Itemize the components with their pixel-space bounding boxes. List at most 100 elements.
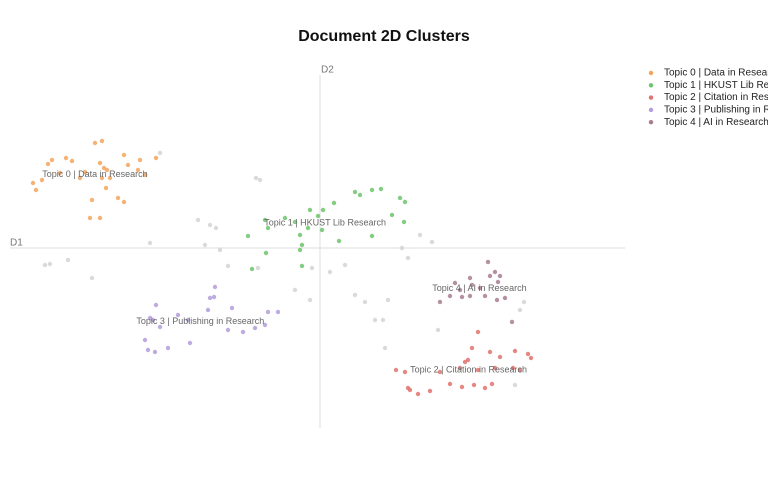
legend-swatch xyxy=(648,70,654,76)
point xyxy=(487,273,493,279)
point xyxy=(305,225,311,231)
point xyxy=(153,302,159,308)
point xyxy=(497,273,503,279)
point xyxy=(263,250,269,256)
point xyxy=(495,279,501,285)
point xyxy=(352,189,358,195)
point xyxy=(225,263,231,269)
point xyxy=(369,233,375,239)
point xyxy=(63,155,69,161)
point xyxy=(92,140,98,146)
point xyxy=(528,355,534,361)
cluster-label: Topic 1 | HKUST Lib Research xyxy=(264,217,386,227)
point xyxy=(393,367,399,373)
point xyxy=(213,225,219,231)
point xyxy=(512,348,518,354)
point xyxy=(77,175,83,181)
point xyxy=(175,312,181,318)
point xyxy=(465,357,471,363)
point xyxy=(331,200,337,206)
point xyxy=(378,186,384,192)
point xyxy=(185,317,191,323)
point xyxy=(135,167,141,173)
point xyxy=(147,240,153,246)
legend-swatch xyxy=(648,120,654,125)
point xyxy=(99,138,105,144)
point xyxy=(207,295,213,301)
point xyxy=(297,247,303,253)
legend-swatch xyxy=(648,107,654,113)
point xyxy=(205,307,211,313)
legend-label: Topic 4 | AI in Research xyxy=(664,117,768,128)
point xyxy=(399,245,405,251)
point xyxy=(107,175,113,181)
point xyxy=(217,247,223,253)
legend-label: Topic 1 | HKUST Lib Research xyxy=(664,80,768,91)
point xyxy=(447,293,453,299)
point xyxy=(202,242,208,248)
point xyxy=(435,327,441,333)
point xyxy=(275,309,281,315)
point xyxy=(89,197,95,203)
point xyxy=(402,369,408,375)
point xyxy=(282,215,288,221)
point xyxy=(229,305,235,311)
point xyxy=(265,225,271,231)
cluster-label: Topic 4 | AI in Research xyxy=(432,283,526,293)
point xyxy=(385,297,391,303)
point xyxy=(240,329,246,335)
point xyxy=(89,275,95,281)
point xyxy=(382,345,388,351)
point xyxy=(525,351,531,357)
legend-label: Topic 2 | Citation in Research xyxy=(664,92,768,103)
cluster-label: Topic 0 | Data in Research xyxy=(42,169,147,179)
point xyxy=(512,382,518,388)
point xyxy=(299,263,305,269)
point xyxy=(309,265,315,271)
point xyxy=(397,195,403,201)
point xyxy=(47,261,53,267)
point xyxy=(115,195,121,201)
point xyxy=(207,222,213,228)
point xyxy=(447,381,453,387)
point xyxy=(30,180,36,186)
point xyxy=(427,388,433,394)
point xyxy=(475,367,481,373)
legend-swatch xyxy=(648,83,654,88)
point xyxy=(401,219,407,225)
y-axis-label: D2 xyxy=(321,65,334,76)
x-axis-label: D1 xyxy=(10,238,23,249)
point xyxy=(437,369,443,375)
point xyxy=(212,284,218,290)
point xyxy=(152,349,158,355)
point xyxy=(153,155,159,161)
point xyxy=(452,280,458,286)
point xyxy=(319,227,325,233)
point xyxy=(352,292,358,298)
point xyxy=(369,187,375,193)
point xyxy=(517,307,523,313)
point xyxy=(482,385,488,391)
point xyxy=(157,324,163,330)
point xyxy=(104,167,110,173)
point xyxy=(145,347,151,353)
point xyxy=(255,265,261,271)
point xyxy=(357,192,363,198)
point xyxy=(42,262,48,268)
chart-title: Document 2D Clusters xyxy=(298,28,470,45)
point xyxy=(342,262,348,268)
point xyxy=(437,299,443,305)
point xyxy=(467,293,473,299)
point xyxy=(327,269,333,275)
point xyxy=(471,382,477,388)
point xyxy=(33,187,39,193)
point xyxy=(165,345,171,351)
point xyxy=(147,315,153,321)
point xyxy=(521,299,527,305)
point xyxy=(372,317,378,323)
legend-swatch xyxy=(648,95,654,100)
point xyxy=(307,297,313,303)
point xyxy=(457,365,463,371)
point xyxy=(336,238,342,244)
